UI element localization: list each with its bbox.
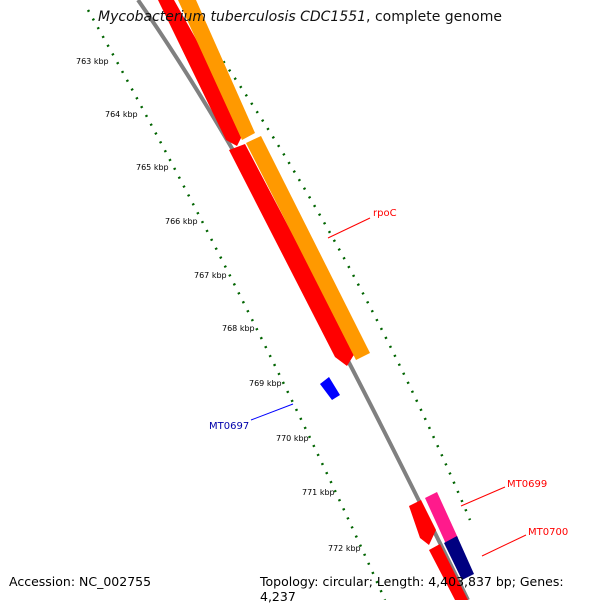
cds-rpoc: [229, 144, 355, 366]
map-title-suffix: , complete genome: [366, 9, 502, 25]
feature-label-mt0700[interactable]: MT0700: [528, 527, 568, 538]
map-title: Mycobacterium tuberculosis CDC1551, comp…: [0, 9, 600, 25]
map-title-species: Mycobacterium tuberculosis CDC1551: [98, 9, 367, 25]
accession-text: Accession: NC_002755: [9, 574, 152, 589]
gene-orange-upper: [178, 0, 255, 140]
feature-label-mt0697[interactable]: MT0697: [209, 421, 249, 432]
cds-mt0697: [320, 377, 340, 400]
tick-label: 768 kbp: [222, 324, 255, 333]
cds-mt0700-navy: [444, 536, 474, 580]
mt0699-leader-line: [460, 486, 506, 507]
feature-label-rpoc[interactable]: rpoC: [373, 208, 397, 219]
tick-label: 763 kbp: [76, 57, 109, 66]
feature-label-mt0699[interactable]: MT0699: [507, 479, 547, 490]
cds-mt0699-red: [409, 500, 436, 545]
tick-labels: 763 kbp 764 kbp 765 kbp 766 kbp 767 kbp …: [76, 57, 361, 553]
tick-label: 764 kbp: [105, 110, 138, 119]
inner-tick-ring: [86, 9, 387, 600]
gene-rpoc: [246, 136, 370, 360]
tick-label: 771 kbp: [302, 488, 335, 497]
mt0697-leader-line: [250, 403, 294, 421]
tick-label: 765 kbp: [136, 163, 169, 172]
tick-label: 772 kbp: [328, 544, 361, 553]
outer-tick-ring: [210, 44, 472, 521]
cds-mt0700-red: [429, 544, 468, 600]
cds-mt0699-pink: [425, 492, 458, 544]
tick-label: 769 kbp: [249, 379, 282, 388]
rpoc-leader-line: [327, 217, 371, 239]
mt0700-leader-line: [481, 534, 527, 557]
tick-label: 770 kbp: [276, 434, 309, 443]
cds-red-upper: [158, 0, 246, 146]
tick-label: 767 kbp: [194, 271, 227, 280]
tick-label: 766 kbp: [165, 217, 198, 226]
